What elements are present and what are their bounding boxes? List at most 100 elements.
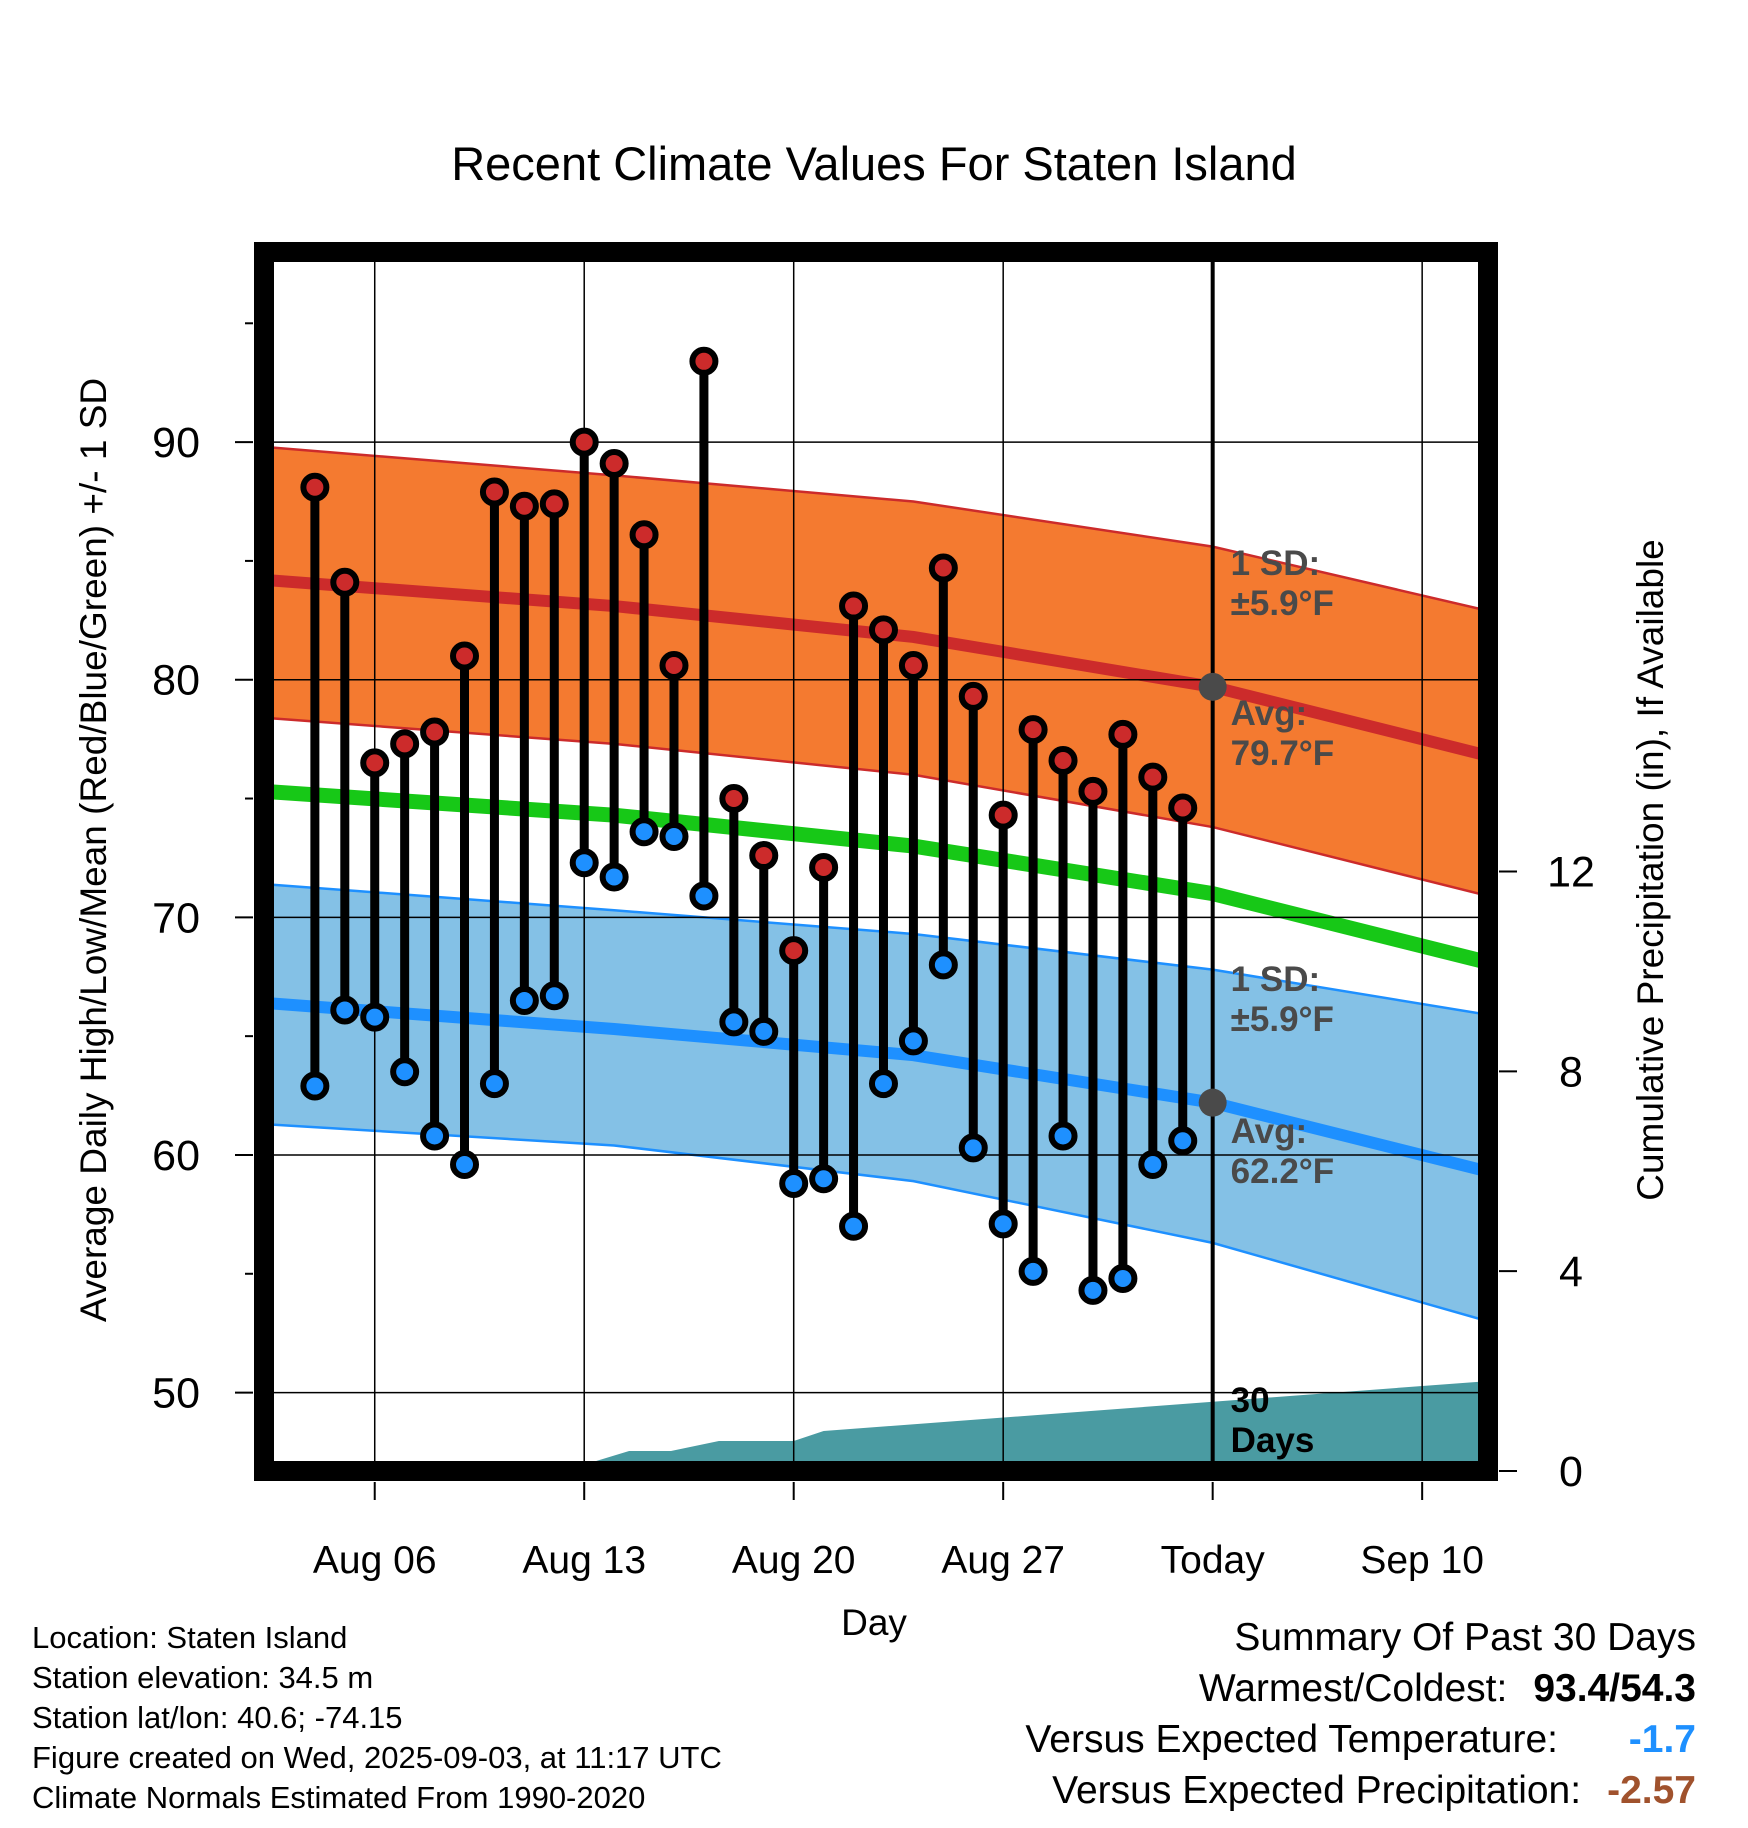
low-point bbox=[749, 1016, 779, 1046]
precip-departure-value: -2.57 bbox=[1607, 1769, 1696, 1812]
high-point bbox=[629, 520, 659, 550]
high-point bbox=[868, 615, 898, 645]
high-point bbox=[300, 472, 330, 502]
temp-departure-value: -1.7 bbox=[1628, 1718, 1696, 1761]
info-normals: Climate Normals Estimated From 1990-2020 bbox=[32, 1780, 646, 1815]
high-point bbox=[958, 681, 988, 711]
low-point bbox=[569, 848, 599, 878]
high-point bbox=[539, 489, 569, 519]
y-tick-label: 60 bbox=[152, 1132, 200, 1180]
low-point bbox=[539, 981, 569, 1011]
low-sd-annotation-line: ±5.9°F bbox=[1231, 1000, 1334, 1039]
low-point bbox=[360, 1002, 390, 1032]
high-avg-annotation: Avg: 79.7°F bbox=[1231, 694, 1335, 773]
plot-frame bbox=[254, 242, 1498, 1481]
high-sd-band bbox=[264, 445, 1488, 898]
period-annotation-line: Days bbox=[1231, 1421, 1315, 1460]
low-point bbox=[689, 881, 719, 911]
high-point bbox=[809, 852, 839, 882]
temp-departure-label: Versus Expected Temperature: bbox=[1025, 1718, 1558, 1761]
low-point bbox=[300, 1071, 330, 1101]
high-point bbox=[420, 717, 450, 747]
x-tick-label: Aug 27 bbox=[941, 1539, 1065, 1582]
low-point bbox=[839, 1211, 869, 1241]
warmest-coldest-label: Warmest/Coldest: bbox=[1198, 1667, 1508, 1710]
low-sd-band bbox=[264, 882, 1488, 1323]
low-point bbox=[958, 1133, 988, 1163]
chart-title: Recent Climate Values For Staten Island bbox=[451, 137, 1297, 190]
y-tick-label: 90 bbox=[152, 419, 200, 467]
high-point bbox=[450, 641, 480, 671]
low-point bbox=[1018, 1256, 1048, 1286]
high-sd-annotation-line: 1 SD: bbox=[1231, 544, 1320, 583]
y-axis-label: Average Daily High/Low/Mean (Red/Blue/Gr… bbox=[73, 378, 114, 1322]
high-point bbox=[659, 650, 689, 680]
low-point bbox=[479, 1069, 509, 1099]
high-point bbox=[749, 841, 779, 871]
today-low-normal-marker bbox=[1198, 1088, 1227, 1117]
summary-warmest-coldest: Warmest/Coldest: 93.4/54.3 bbox=[1025, 1663, 1696, 1714]
grid-lines bbox=[264, 252, 1488, 1471]
high-point bbox=[1108, 719, 1138, 749]
high-point bbox=[928, 553, 958, 583]
high-point bbox=[599, 448, 629, 478]
summary-panel: Summary Of Past 30 Days Warmest/Coldest:… bbox=[1025, 1612, 1696, 1816]
high-point bbox=[569, 427, 599, 457]
high-point bbox=[1168, 793, 1198, 823]
low-point bbox=[988, 1209, 1018, 1239]
low-point bbox=[1108, 1264, 1138, 1294]
high-point bbox=[1138, 762, 1168, 792]
summary-temp-departure: Versus Expected Temperature: -1.7 bbox=[1025, 1714, 1696, 1765]
warmest-coldest-value: 93.4/54.3 bbox=[1533, 1667, 1696, 1710]
high-point bbox=[360, 748, 390, 778]
y2-tick-label: 8 bbox=[1559, 1048, 1583, 1096]
high-point bbox=[719, 784, 749, 814]
high-point bbox=[479, 477, 509, 507]
high-point bbox=[1078, 776, 1108, 806]
low-point bbox=[599, 862, 629, 892]
summary-heading: Summary Of Past 30 Days bbox=[1234, 1616, 1696, 1659]
low-point bbox=[898, 1026, 928, 1056]
high-sd-annotation: 1 SD: ±5.9°F bbox=[1231, 544, 1334, 623]
x-tick-label: Today bbox=[1161, 1539, 1266, 1582]
high-point bbox=[689, 346, 719, 376]
low-point bbox=[420, 1121, 450, 1151]
info-location: Location: Staten Island bbox=[32, 1620, 348, 1655]
low-point bbox=[330, 995, 360, 1025]
high-avg-annotation-line: Avg: bbox=[1231, 694, 1307, 733]
info-elevation: Station elevation: 34.5 m bbox=[32, 1660, 374, 1695]
period-annotation-line: 30 bbox=[1231, 1381, 1270, 1420]
high-point bbox=[330, 567, 360, 597]
low-point bbox=[450, 1149, 480, 1179]
x-tick-label: Aug 13 bbox=[522, 1539, 646, 1582]
low-point bbox=[809, 1164, 839, 1194]
station-info: Location: Staten Island Station elevatio… bbox=[32, 1618, 722, 1818]
today-high-normal-marker bbox=[1198, 672, 1227, 701]
x-tick-label: Aug 06 bbox=[313, 1539, 437, 1582]
high-point bbox=[779, 936, 809, 966]
low-point bbox=[928, 950, 958, 980]
x-axis-label: Day bbox=[841, 1602, 907, 1643]
y2-tick-label: 12 bbox=[1547, 848, 1595, 896]
low-sd-annotation: 1 SD: ±5.9°F bbox=[1231, 960, 1334, 1039]
low-point bbox=[779, 1168, 809, 1198]
high-sd-annotation-line: ±5.9°F bbox=[1231, 584, 1334, 623]
low-point bbox=[390, 1057, 420, 1087]
low-point bbox=[1048, 1121, 1078, 1151]
high-point bbox=[1018, 715, 1048, 745]
y2-tick-label: 0 bbox=[1559, 1448, 1583, 1496]
high-point bbox=[509, 491, 539, 521]
info-created: Figure created on Wed, 2025-09-03, at 11… bbox=[32, 1740, 722, 1775]
y-tick-label: 80 bbox=[152, 657, 200, 705]
axes: 50 60 70 80 90 0 4 8 12 Aug 06 Aug 13 Aug 20 Aug 27 T… bbox=[152, 322, 1595, 1582]
high-point bbox=[839, 591, 869, 621]
temperature-marks bbox=[300, 346, 1227, 1305]
low-avg-annotation: Avg: 62.2°F bbox=[1231, 1112, 1335, 1191]
low-point bbox=[719, 1007, 749, 1037]
low-avg-annotation-line: 62.2°F bbox=[1231, 1152, 1335, 1191]
high-point bbox=[898, 650, 928, 680]
high-avg-annotation-line: 79.7°F bbox=[1231, 734, 1335, 773]
y2-tick-label: 4 bbox=[1559, 1248, 1583, 1296]
